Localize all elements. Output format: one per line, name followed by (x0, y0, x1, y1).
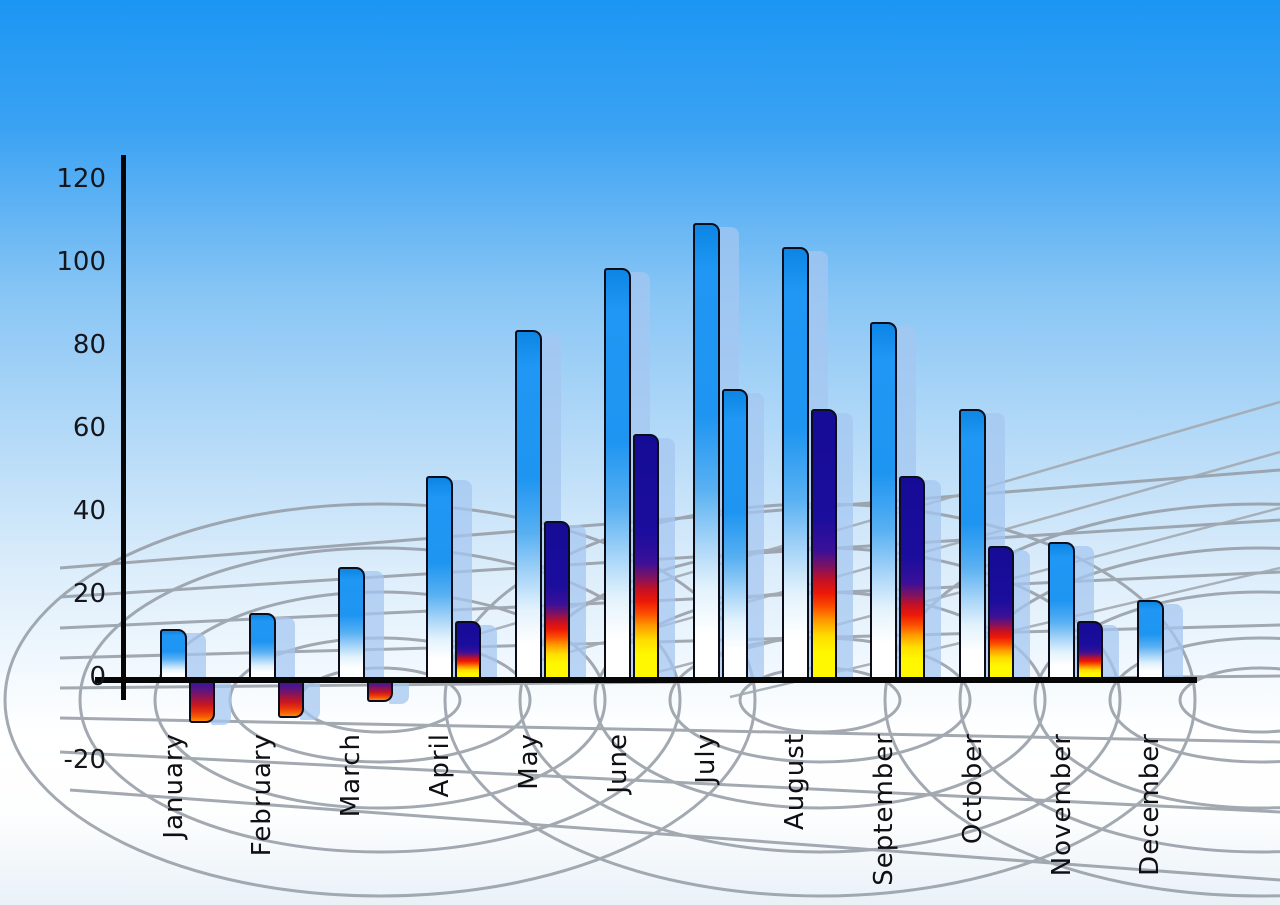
bar-march-primary (337, 566, 365, 679)
x-axis-label-april: April (424, 733, 455, 798)
bar-april-secondary (455, 620, 482, 679)
y-axis-label-40: 40 (72, 496, 106, 526)
bar-september-primary (870, 322, 898, 679)
y-axis-label--20: -20 (63, 745, 106, 775)
bar-august-secondary (810, 409, 837, 679)
bar-shadow-february-secondary (299, 681, 320, 721)
x-axis-label-may: May (513, 733, 544, 790)
bar-shadow-may-secondary (566, 525, 587, 677)
bar-september-secondary (899, 475, 926, 679)
bar-january-secondary (189, 681, 215, 723)
bar-october-secondary (988, 546, 1015, 679)
x-axis-label-march: March (336, 733, 367, 818)
bar-april-primary (426, 475, 454, 679)
y-axis-label-80: 80 (72, 330, 106, 360)
x-axis-label-october: October (957, 733, 988, 845)
bar-shadow-november-secondary (1099, 624, 1119, 677)
x-axis-label-june: June (602, 733, 633, 794)
bar-march-secondary (366, 681, 393, 702)
bar-december-primary (1136, 600, 1164, 679)
x-axis-label-july: July (691, 733, 722, 784)
bar-june-primary (604, 268, 631, 679)
y-axis-line (121, 155, 126, 700)
bar-shadow-march-secondary (388, 681, 409, 704)
bar-shadow-september-secondary (921, 479, 942, 677)
bar-february-primary (248, 612, 276, 679)
bar-november-primary (1048, 542, 1075, 679)
x-axis-label-december: December (1135, 733, 1166, 876)
x-axis-label-november: November (1046, 733, 1077, 877)
x-axis-label-february: February (247, 733, 278, 857)
bar-july-secondary (721, 388, 748, 679)
bar-january-primary (160, 629, 187, 679)
bar-shadow-january-secondary (211, 681, 231, 725)
bar-november-secondary (1077, 620, 1103, 679)
bar-may-primary (515, 330, 543, 679)
x-axis-line (95, 677, 1197, 683)
bar-october-primary (959, 409, 987, 679)
bar-july-primary (692, 222, 720, 679)
bar-february-secondary (277, 681, 304, 719)
bar-shadow-october-secondary (1010, 550, 1031, 677)
bar-shadow-april-secondary (477, 624, 498, 677)
y-axis-label-120: 120 (56, 164, 106, 194)
y-axis-label-60: 60 (72, 413, 106, 443)
y-axis-label-20: 20 (72, 579, 106, 609)
bar-shadow-july-secondary (743, 392, 764, 677)
bar-june-secondary (633, 434, 659, 679)
x-axis-label-january: January (158, 733, 189, 839)
bar-august-primary (781, 247, 809, 679)
bar-shadow-august-secondary (832, 413, 853, 677)
y-axis-label-0: 0 (89, 662, 106, 692)
bar-shadow-june-secondary (655, 438, 675, 677)
bar-may-secondary (544, 521, 571, 679)
y-axis-label-100: 100 (56, 247, 106, 277)
x-axis-label-august: August (780, 733, 811, 830)
x-axis-label-september: September (868, 733, 899, 886)
